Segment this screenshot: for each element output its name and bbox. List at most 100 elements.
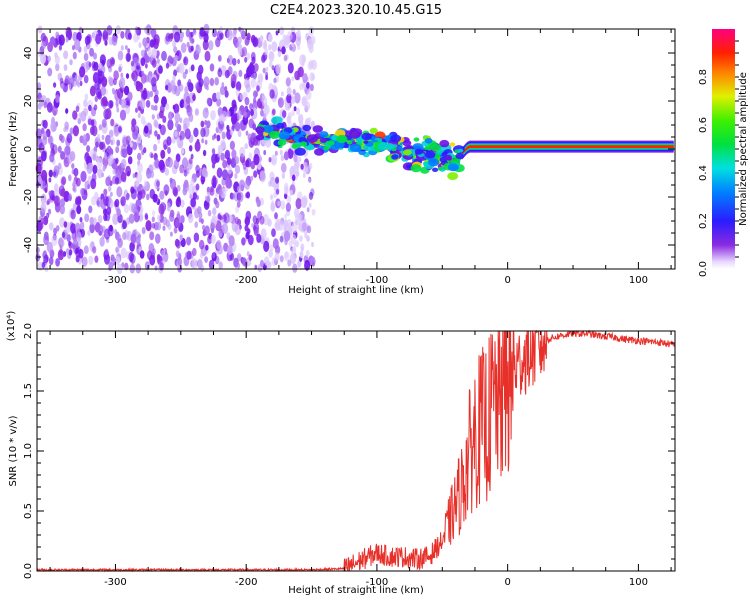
noise-speckle bbox=[220, 139, 226, 150]
noise-speckle bbox=[64, 75, 70, 84]
noise-speckle bbox=[66, 133, 73, 144]
noise-speckle bbox=[72, 110, 78, 120]
noise-speckle bbox=[86, 34, 92, 44]
noise-speckle bbox=[54, 183, 59, 192]
noise-speckle bbox=[99, 141, 104, 150]
noise-speckle bbox=[36, 82, 42, 90]
noise-speckle bbox=[80, 170, 87, 183]
noise-speckle bbox=[246, 251, 250, 257]
noise-speckle bbox=[195, 183, 200, 191]
noise-speckle bbox=[294, 70, 300, 81]
noise-speckle bbox=[210, 234, 216, 244]
noise-speckle bbox=[173, 31, 181, 43]
noise-speckle bbox=[60, 135, 65, 144]
noise-speckle bbox=[132, 173, 136, 179]
noise-speckle bbox=[231, 111, 238, 123]
signal-blob bbox=[276, 122, 285, 129]
noise-speckle bbox=[172, 75, 176, 82]
noise-speckle bbox=[206, 120, 211, 129]
noise-speckle bbox=[97, 215, 103, 224]
noise-speckle bbox=[234, 173, 238, 179]
noise-speckle bbox=[194, 108, 199, 116]
noise-speckle bbox=[186, 250, 192, 260]
noise-speckle bbox=[99, 54, 106, 66]
noise-speckle bbox=[50, 142, 55, 150]
noise-speckle bbox=[105, 108, 112, 120]
noise-speckle bbox=[125, 52, 131, 63]
signal-blob bbox=[397, 146, 403, 151]
noise-speckle bbox=[215, 192, 219, 198]
noise-speckle bbox=[293, 154, 298, 163]
noise-speckle bbox=[169, 212, 175, 222]
noise-speckle bbox=[189, 194, 193, 200]
signal-blob bbox=[346, 140, 353, 145]
noise-speckle bbox=[180, 31, 185, 39]
noise-speckle bbox=[268, 249, 274, 258]
noise-speckle bbox=[41, 40, 46, 50]
noise-speckle bbox=[94, 95, 99, 103]
noise-speckle bbox=[145, 63, 148, 69]
noise-speckle bbox=[246, 32, 251, 41]
noise-speckle bbox=[291, 96, 296, 104]
noise-speckle bbox=[204, 225, 210, 236]
noise-speckle bbox=[63, 64, 68, 71]
noise-speckle bbox=[231, 149, 237, 159]
noise-speckle bbox=[287, 148, 294, 160]
noise-speckle bbox=[144, 261, 150, 271]
noise-speckle bbox=[293, 163, 299, 174]
noise-speckle bbox=[211, 148, 216, 155]
noise-speckle bbox=[283, 54, 288, 62]
noise-speckle bbox=[113, 126, 120, 137]
noise-speckle bbox=[108, 100, 114, 109]
noise-speckle bbox=[150, 153, 154, 159]
noise-speckle bbox=[167, 205, 171, 212]
noise-speckle bbox=[215, 91, 221, 100]
signal-blob bbox=[306, 134, 319, 143]
noise-speckle bbox=[92, 246, 97, 254]
noise-speckle bbox=[125, 193, 130, 201]
signal-blob bbox=[414, 148, 423, 155]
noise-speckle bbox=[83, 245, 89, 255]
noise-speckle bbox=[173, 69, 178, 77]
noise-speckle bbox=[149, 39, 155, 48]
noise-speckle bbox=[104, 153, 108, 160]
noise-speckle bbox=[212, 207, 217, 216]
noise-speckle bbox=[195, 164, 200, 174]
noise-speckle bbox=[247, 65, 253, 76]
chart-title: C2E4.2023.320.10.45.G15 bbox=[270, 3, 442, 18]
noise-speckle bbox=[58, 34, 65, 46]
noise-speckle bbox=[256, 199, 261, 208]
noise-speckle bbox=[219, 31, 224, 40]
noise-speckle bbox=[267, 218, 272, 227]
signal-blob bbox=[299, 141, 308, 147]
noise-speckle bbox=[182, 181, 189, 193]
noise-speckle bbox=[123, 204, 129, 214]
noise-speckle bbox=[190, 31, 194, 38]
noise-speckle bbox=[158, 203, 165, 215]
noise-speckle bbox=[275, 150, 278, 156]
noise-speckle bbox=[283, 230, 291, 242]
noise-speckle bbox=[237, 185, 242, 193]
noise-speckle bbox=[65, 26, 72, 38]
noise-speckle bbox=[173, 226, 178, 234]
noise-speckle bbox=[291, 246, 297, 255]
noise-speckle bbox=[94, 81, 100, 91]
noise-speckle bbox=[227, 54, 234, 66]
noise-speckle bbox=[164, 168, 170, 176]
noise-speckle bbox=[262, 67, 266, 74]
noise-speckle bbox=[191, 258, 198, 270]
noise-speckle bbox=[235, 205, 240, 213]
noise-speckle bbox=[68, 174, 72, 182]
noise-speckle bbox=[247, 133, 252, 142]
noise-speckle bbox=[127, 48, 131, 54]
noise-speckle bbox=[281, 162, 287, 173]
noise-speckle bbox=[265, 66, 269, 72]
noise-speckle bbox=[79, 80, 83, 87]
noise-speckle bbox=[305, 249, 310, 257]
noise-speckle bbox=[129, 241, 135, 252]
noise-speckle bbox=[82, 123, 87, 132]
noise-speckle bbox=[135, 235, 141, 245]
noise-speckle bbox=[275, 176, 280, 184]
noise-speckle bbox=[207, 209, 212, 217]
